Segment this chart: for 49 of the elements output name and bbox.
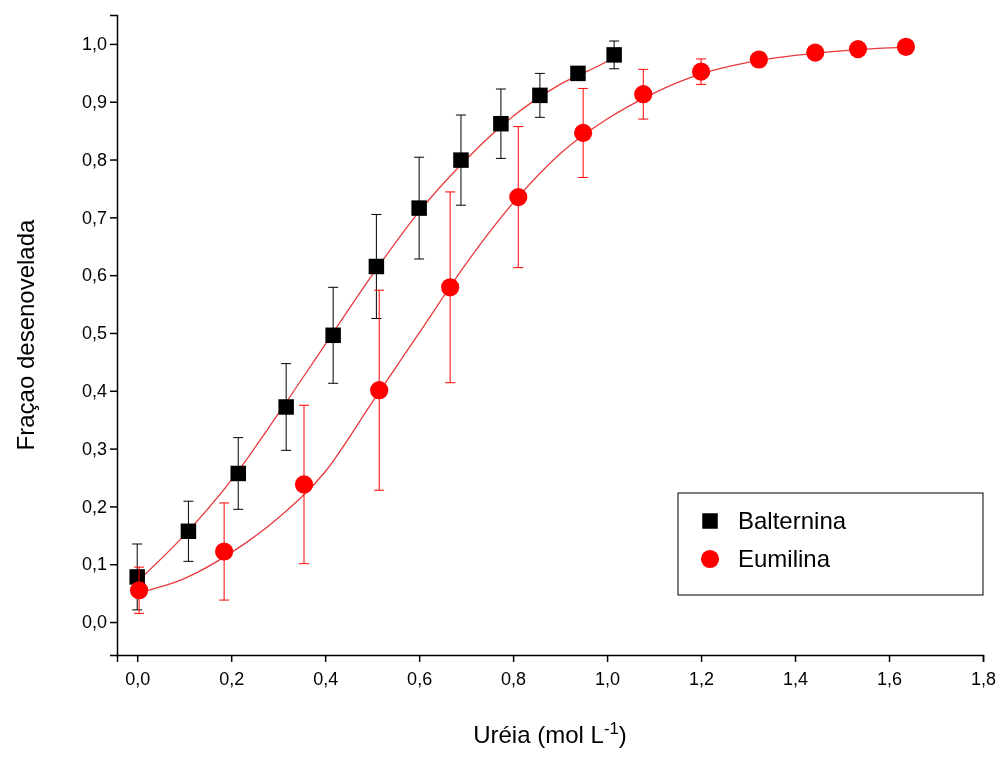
x-tick-label: 0,0 <box>125 668 151 689</box>
legend-label: Balternina <box>738 507 847 534</box>
y-axis-title: Fraçao desenovelada <box>12 218 39 451</box>
y-tick-label: 0,4 <box>81 381 107 402</box>
y-tick-label: 0,9 <box>81 91 107 112</box>
point <box>230 465 246 482</box>
point <box>634 85 653 104</box>
x-tick-label: 0,8 <box>501 668 527 689</box>
point <box>325 327 341 344</box>
y-tick-label: 0,2 <box>81 496 107 517</box>
point <box>180 523 197 540</box>
y-tick-label: 1,0 <box>81 34 107 55</box>
x-tick-label: 0,4 <box>313 668 339 689</box>
point <box>606 47 622 63</box>
x-axis-title: Uréia (mol L$^{-1}$) <box>473 718 627 748</box>
y-tick-label: 0,3 <box>81 438 107 459</box>
point <box>453 152 469 168</box>
point <box>411 200 427 216</box>
x-tick-label: 0,2 <box>219 668 245 689</box>
point <box>749 50 768 69</box>
y-tick-label: 0,6 <box>81 265 107 286</box>
y-tick-label: 0,1 <box>81 554 107 575</box>
point <box>691 62 711 81</box>
x-tick-label: 1,0 <box>595 668 621 689</box>
point <box>278 399 294 415</box>
y-tick-label: 0,5 <box>81 323 107 344</box>
point <box>493 115 509 132</box>
point <box>570 65 586 82</box>
y-tick-label: 0,0 <box>81 612 107 633</box>
x-tick-label: 1,2 <box>689 668 715 689</box>
point <box>368 258 385 275</box>
point <box>509 188 528 207</box>
point <box>896 37 916 56</box>
y-tick-label: 0,8 <box>81 149 107 170</box>
y-tick-label: 0,7 <box>81 207 107 228</box>
point <box>370 381 389 400</box>
point <box>574 123 593 143</box>
point <box>848 40 868 59</box>
x-tick-label: 1,6 <box>877 668 903 689</box>
point <box>294 475 314 494</box>
point <box>215 542 234 561</box>
x-tick-label: 1,8 <box>970 668 997 689</box>
point <box>441 278 460 297</box>
point <box>532 87 548 104</box>
point <box>806 43 825 62</box>
x-tick-label: 0,6 <box>407 668 433 689</box>
x-tick-label: 1,4 <box>783 668 809 689</box>
point <box>129 581 149 600</box>
legend-label: Eumilina <box>738 545 831 572</box>
